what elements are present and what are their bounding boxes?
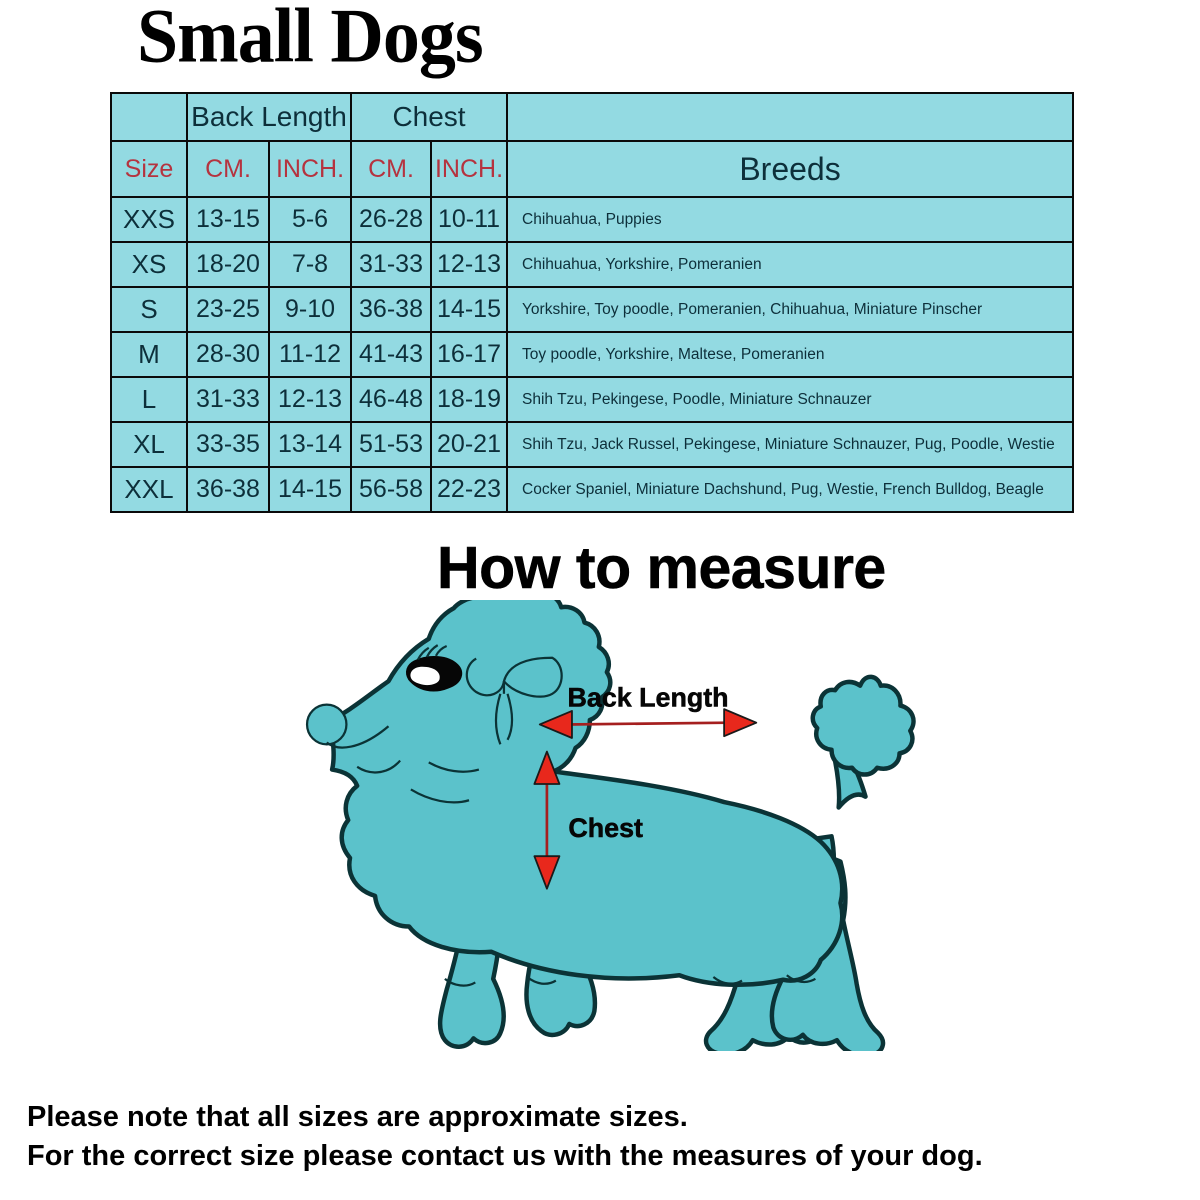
svg-text:Chest: Chest (568, 813, 643, 843)
svg-text:Back Length: Back Length (568, 682, 729, 712)
